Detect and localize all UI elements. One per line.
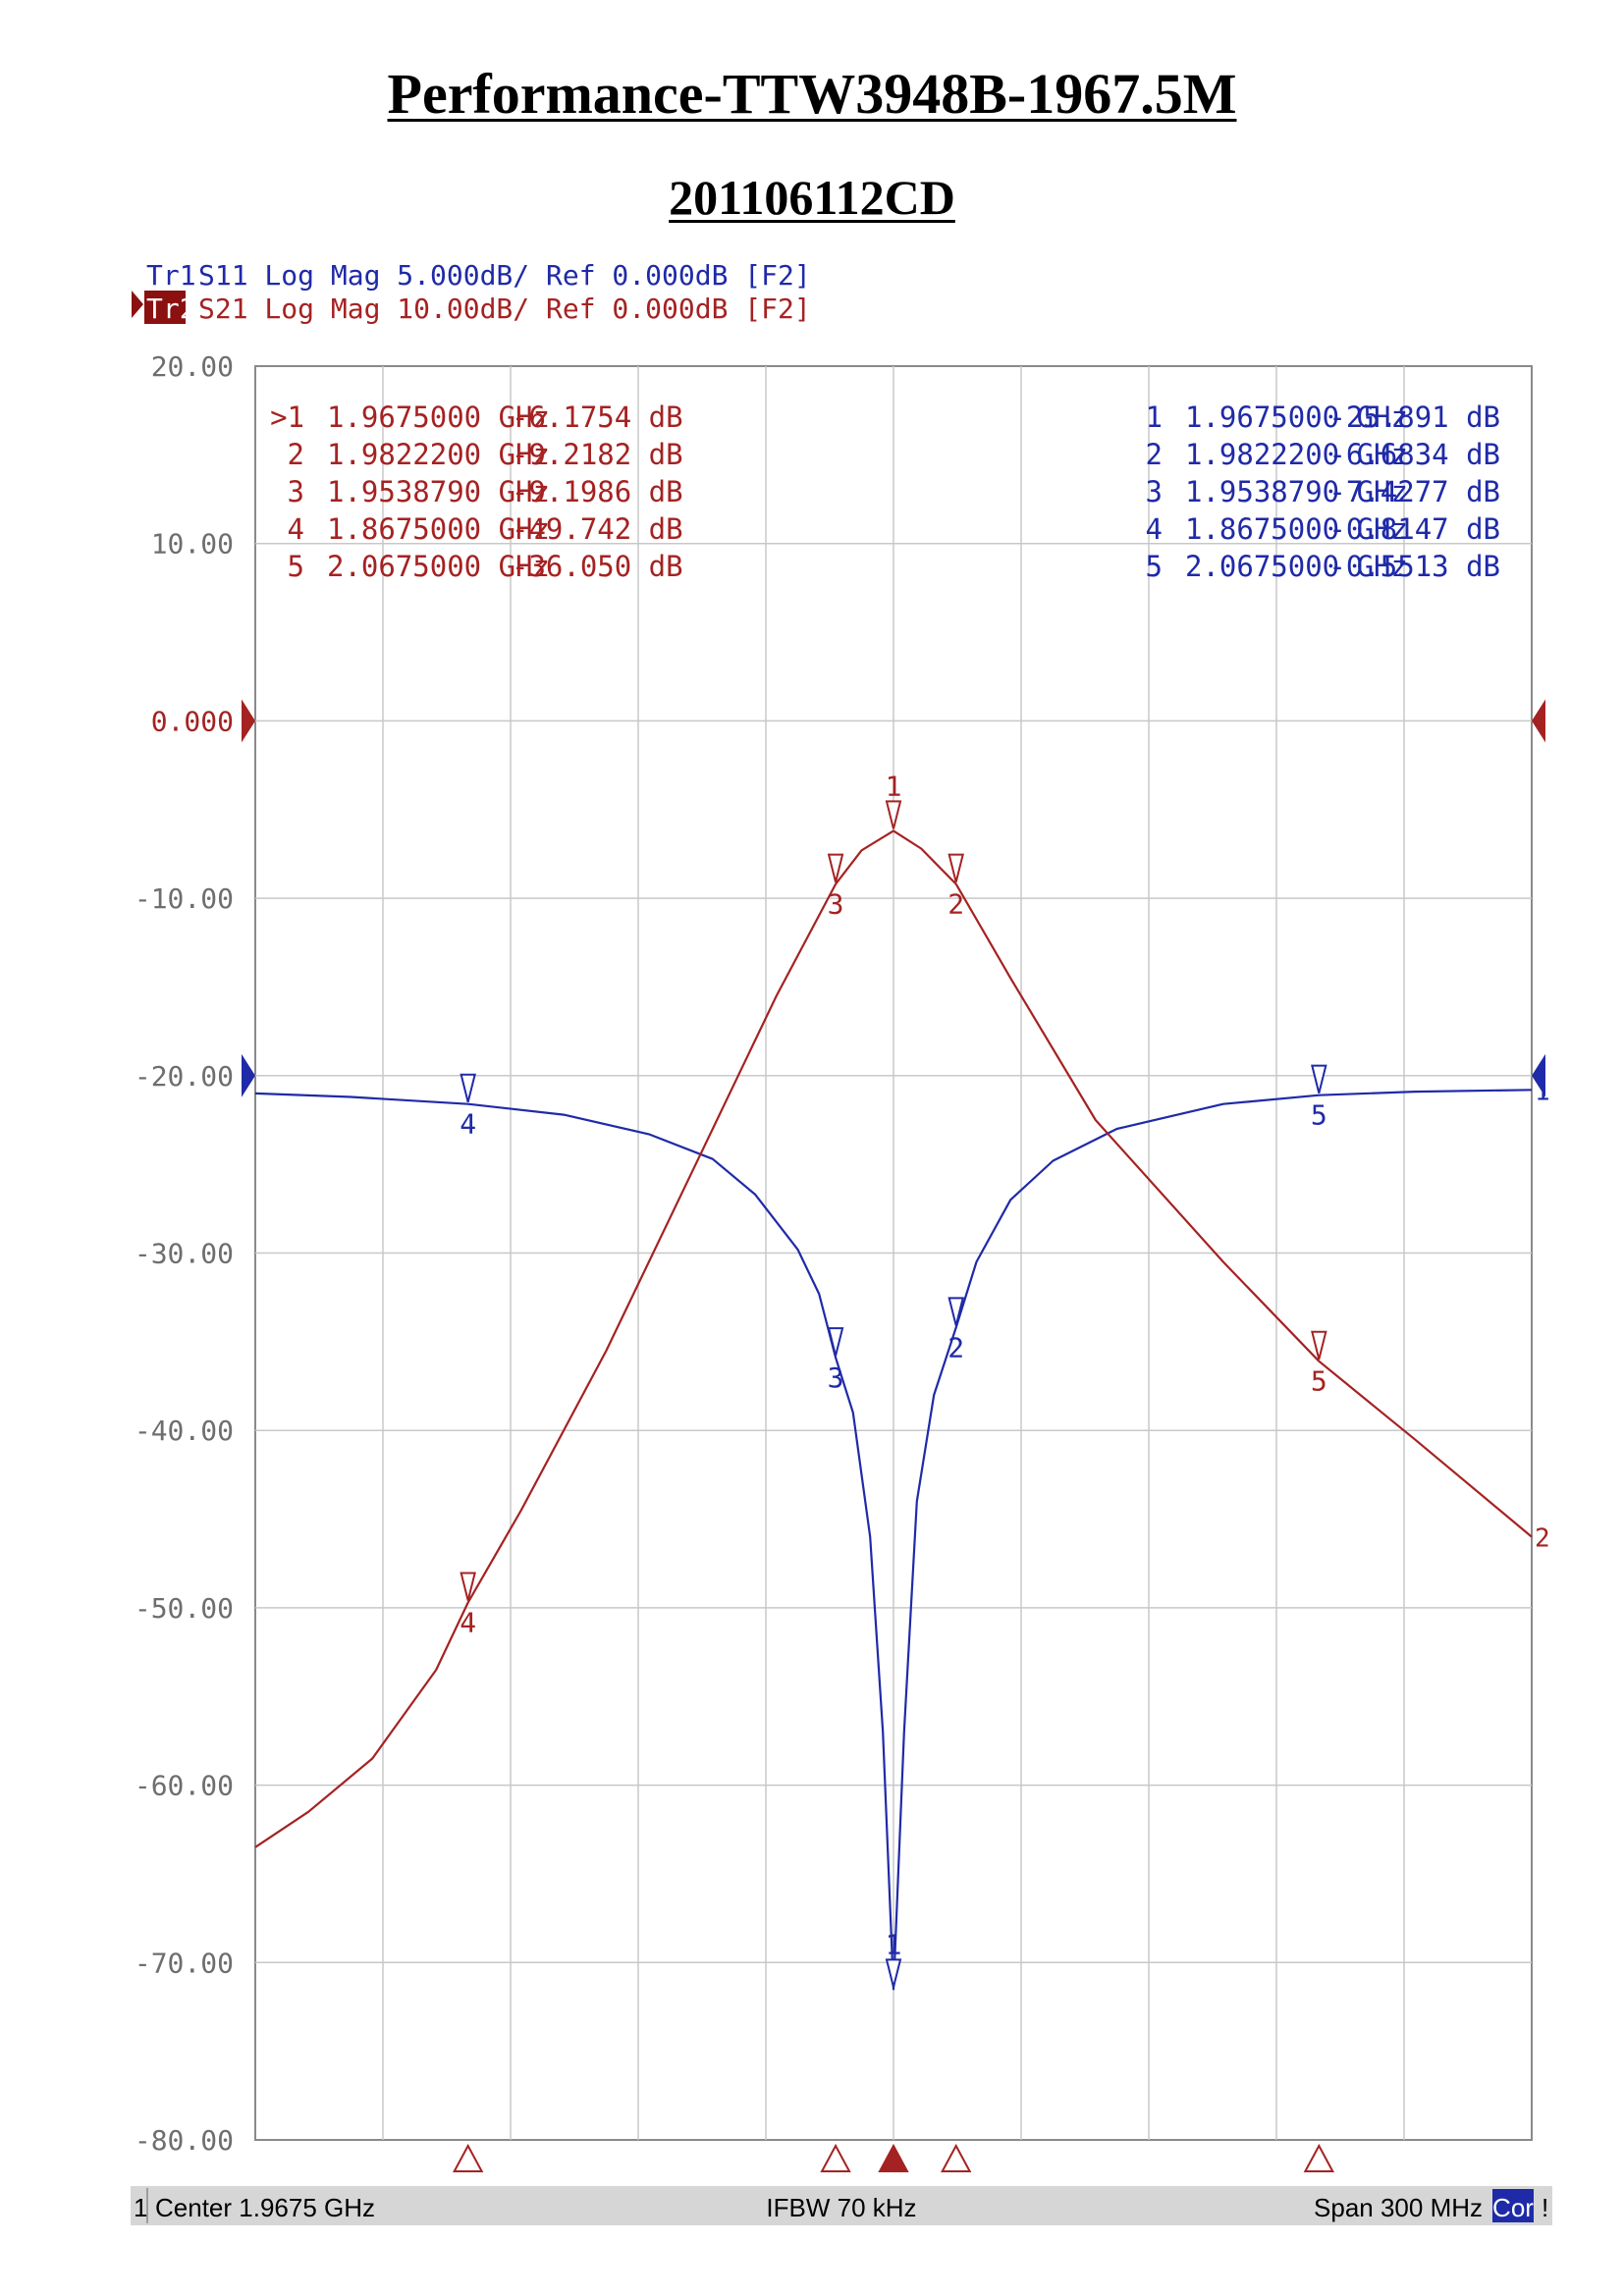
- trace-markers: 1 2 3 4 5 1 2 3 4 5: [460, 770, 1327, 1988]
- y-tick-label: -80.00: [135, 2124, 234, 2157]
- trace-header-text: S21 Log Mag 10.00dB/ Ref 0.000dB [F2]: [198, 293, 811, 325]
- status-bar: 1 Center 1.9675 GHz IFBW 70 kHz Span 300 MH…: [131, 2186, 1552, 2225]
- marker-table-label: 3: [288, 475, 304, 508]
- y-tick-label: -30.00: [135, 1238, 234, 1270]
- series-line-s21: [254, 829, 1533, 1848]
- marker-table-freq: 1.9675000 GHz: [327, 400, 550, 434]
- status-flag: !: [1542, 2193, 1548, 2222]
- marker-table-label: 3: [1146, 475, 1163, 508]
- status-cor-badge: [1492, 2189, 1534, 2222]
- page-title: Performance-TTW3948B-1967.5M: [387, 62, 1237, 126]
- y-tick-label: -60.00: [135, 1770, 234, 1802]
- ref-arrow-left-s11: [242, 1053, 255, 1097]
- series-lines: [254, 829, 1533, 1991]
- status-span: Span 300 MHz: [1314, 2193, 1483, 2222]
- marker-label: 5: [1311, 1365, 1327, 1398]
- marker-table-value: -25.891 dB: [1328, 400, 1500, 434]
- marker-triangle: [1311, 1064, 1327, 1094]
- active-trace-indicator: [132, 291, 143, 318]
- status-ifbw: IFBW 70 kHz: [766, 2193, 916, 2222]
- marker-table-freq: 1.8675000 GHz: [1185, 512, 1408, 546]
- trace-header-text: S11 Log Mag 5.000dB/ Ref 0.000dB [F2]: [198, 259, 811, 292]
- marker-table-value: -7.4277 dB: [1328, 475, 1500, 508]
- marker-triangle: [1311, 1330, 1327, 1360]
- y-tick-label: -20.00: [135, 1060, 234, 1093]
- marker-table-value: -6.1754 dB: [512, 400, 683, 434]
- marker-triangle: [885, 1958, 902, 1988]
- marker-triangle: [827, 1327, 844, 1357]
- marker-table-freq: 1.9822200 GHz: [327, 438, 550, 471]
- y-tick-label: 0.000: [151, 705, 234, 737]
- marker-table-label: 2: [1146, 438, 1163, 471]
- marker-table-label: 4: [288, 512, 304, 546]
- trace-end-label: 1: [1535, 1077, 1550, 1106]
- marker-table-freq: 1.9675000 GHz: [1185, 400, 1408, 434]
- trace-id-label: Tr2: [146, 293, 196, 325]
- marker-label: 2: [947, 888, 964, 921]
- marker-table-freq: 2.0675000 GHz: [327, 550, 550, 583]
- marker-table-freq: 1.9538790 GHz: [1185, 475, 1408, 508]
- marker-table-label: 1: [1146, 400, 1163, 434]
- trace-end-label: 2: [1535, 1524, 1550, 1554]
- status-cor: Cor: [1492, 2193, 1534, 2222]
- page-subtitle: 201106112CD: [669, 170, 955, 225]
- ref-arrow-right-s21: [1532, 699, 1545, 743]
- marker-label: 2: [947, 1331, 964, 1363]
- marker-label: 3: [828, 888, 844, 921]
- y-tick-label: 10.00: [151, 528, 234, 561]
- axis-marker-triangle: [820, 2143, 851, 2172]
- marker-label: 5: [1311, 1099, 1327, 1132]
- y-tick-label: 20.00: [151, 350, 234, 383]
- marker-table-label: 5: [1146, 550, 1163, 583]
- status-center: Center 1.9675 GHz: [155, 2193, 375, 2222]
- active-trace-badge: [144, 291, 186, 324]
- marker-table-value: -9.2182 dB: [512, 438, 683, 471]
- marker-label: 1: [886, 1928, 902, 1960]
- marker-triangle: [885, 800, 902, 829]
- series-line-s11: [254, 1089, 1533, 1991]
- marker-triangle: [460, 1572, 476, 1601]
- y-tick-label: -40.00: [135, 1415, 234, 1447]
- status-channel: 1: [134, 2193, 147, 2222]
- axis-marker-triangle: [452, 2143, 484, 2172]
- marker-table-label: >1: [270, 400, 304, 434]
- y-tick-label: -70.00: [135, 1947, 234, 1979]
- marker-table-freq: 1.9538790 GHz: [327, 475, 550, 508]
- marker-table-label: 5: [288, 550, 304, 583]
- marker-triangle: [460, 1073, 476, 1102]
- marker-table-value: -49.742 dB: [512, 512, 683, 546]
- marker-label: 4: [460, 1108, 476, 1141]
- marker-label: 3: [828, 1362, 844, 1394]
- y-tick-label: -50.00: [135, 1592, 234, 1625]
- y-tick-label: -10.00: [135, 882, 234, 915]
- axis-marker-triangle: [878, 2143, 909, 2172]
- ref-arrow-left-s21: [242, 699, 255, 743]
- marker-table-value: -6.6834 dB: [1328, 438, 1500, 471]
- marker-table-freq: 1.9822200 GHz: [1185, 438, 1408, 471]
- marker-table-value: -9.1986 dB: [512, 475, 683, 508]
- marker-table-label: 4: [1146, 512, 1163, 546]
- marker-triangle: [947, 1297, 964, 1326]
- ref-arrow-right-s11: [1532, 1053, 1545, 1097]
- marker-table-value: -0.5513 dB: [1328, 550, 1500, 583]
- marker-label: 1: [886, 770, 902, 802]
- marker-table-s11: 1 1.9675000 GHz-25.891 dB 2 1.9822200 GHz-6…: [1146, 400, 1500, 583]
- marker-table-freq: 2.0675000 GHz: [1185, 550, 1408, 583]
- axis-marker-triangle: [1303, 2143, 1335, 2172]
- trace-id-label: Tr1: [146, 259, 196, 292]
- status-bar-background: [131, 2186, 1552, 2225]
- axis-marker-triangle: [941, 2143, 972, 2172]
- marker-table-label: 2: [288, 438, 304, 471]
- axis-markers: [452, 2143, 1335, 2172]
- marker-table-s21: >1 1.9675000 GHz-6.1754 dB2 1.9822200 GHz-…: [270, 400, 683, 583]
- marker-table-freq: 1.8675000 GHz: [327, 512, 550, 546]
- marker-triangle: [947, 853, 964, 882]
- marker-table-value: -0.8147 dB: [1328, 512, 1500, 546]
- marker-table-value: -36.050 dB: [512, 550, 683, 583]
- marker-triangle: [827, 853, 844, 882]
- marker-label: 4: [460, 1606, 476, 1638]
